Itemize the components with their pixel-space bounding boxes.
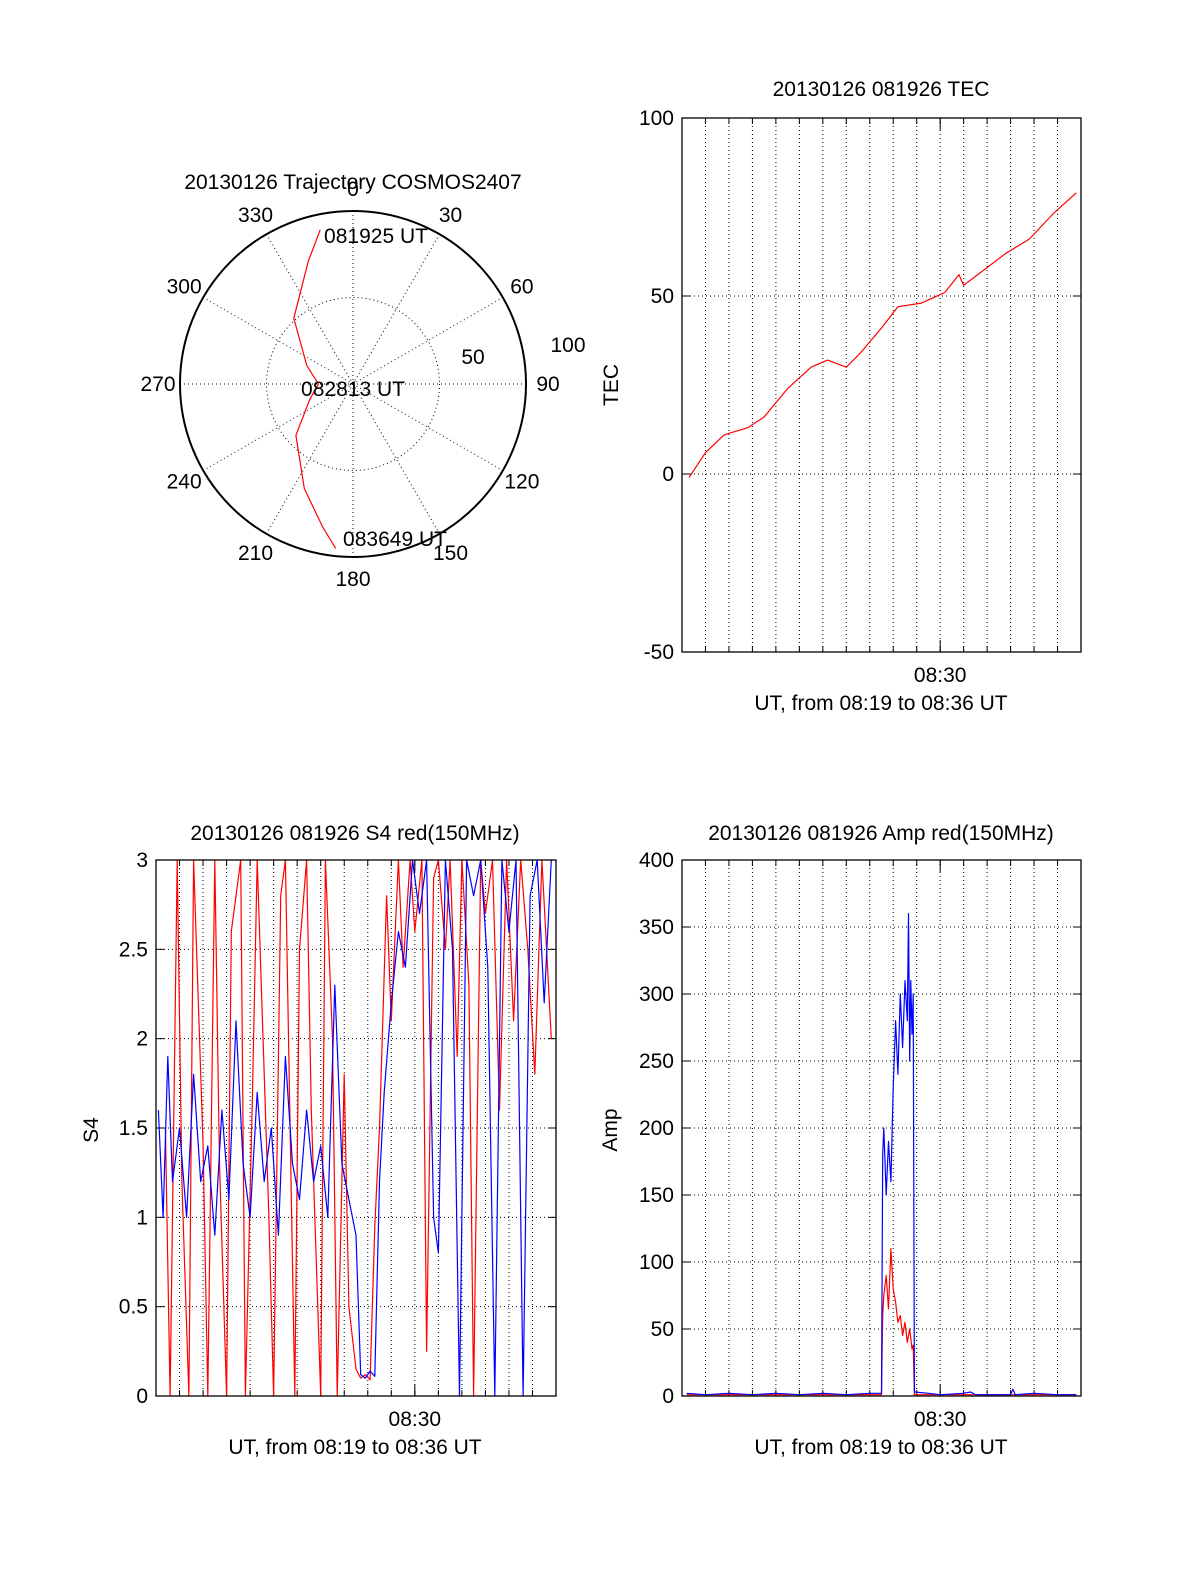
plot-frame	[681, 859, 1082, 1397]
polar-angle-label: 300	[167, 276, 202, 299]
x-tick-label: 08:30	[914, 1408, 967, 1431]
y-tick-label: -50	[644, 641, 674, 664]
plot-frame	[681, 117, 1082, 653]
amp-title: 20130126 081926 Amp red(150MHz)	[708, 822, 1054, 845]
polar-angle-label: 90	[536, 373, 559, 396]
series-line-0	[688, 192, 1077, 478]
x-tick-label: 08:30	[389, 1408, 442, 1431]
s4-xlabel: UT, from 08:19 to 08:36 UT	[228, 1436, 481, 1459]
y-tick-label: 1	[136, 1206, 148, 1229]
polar-angle-label: 60	[510, 276, 533, 299]
amp-panel: 20130126 081926 Amp red(150MHz) UT, from…	[599, 822, 1082, 1459]
polar-spoke	[352, 233, 440, 385]
trajectory-time-label: 083649 UT	[343, 528, 447, 551]
y-tick-label: 100	[639, 1251, 674, 1274]
y-tick-label: 50	[651, 285, 674, 308]
polar-radius-label: 100	[550, 334, 585, 357]
y-tick-label: 400	[639, 849, 674, 872]
y-tick-label: 150	[639, 1184, 674, 1207]
trajectory-time-label: 081925 UT	[324, 225, 428, 248]
polar-angle-label: 210	[238, 542, 273, 565]
y-tick-label: 0	[662, 463, 674, 486]
polar-angle-label: 30	[439, 204, 462, 227]
polar-inner-circle	[266, 297, 440, 471]
y-tick-label: 200	[639, 1117, 674, 1140]
tec-xlabel: UT, from 08:19 to 08:36 UT	[754, 692, 1007, 715]
y-tick-label: 250	[639, 1050, 674, 1073]
series-line-0	[164, 859, 552, 1397]
amp-ylabel: Amp	[599, 1108, 622, 1151]
trajectory-line	[293, 229, 337, 549]
y-tick-label: 3	[136, 849, 148, 872]
series-line-1	[686, 912, 1077, 1396]
tec-ylabel: TEC	[600, 364, 623, 406]
polar-angle-label: 150	[433, 542, 468, 565]
polar-spoke	[352, 383, 440, 535]
polar-angle-label: 0	[347, 178, 359, 201]
y-tick-label: 0	[662, 1385, 674, 1408]
y-tick-label: 300	[639, 983, 674, 1006]
polar-angle-label: 240	[167, 471, 202, 494]
s4-ylabel: S4	[80, 1117, 103, 1143]
y-tick-label: 0.5	[119, 1296, 148, 1319]
trajectory-time-label: 082813 UT	[301, 378, 405, 401]
polar-radius-label: 50	[461, 346, 484, 369]
tec-panel: 20130126 081926 TEC UT, from 08:19 to 08…	[600, 78, 1082, 715]
polar-angle-label: 120	[504, 471, 539, 494]
y-tick-label: 100	[639, 107, 674, 130]
polar-angle-label: 270	[140, 373, 175, 396]
polar-spoke	[352, 383, 504, 471]
polar-spoke	[266, 383, 354, 535]
y-tick-label: 1.5	[119, 1117, 148, 1140]
x-tick-label: 08:30	[914, 664, 967, 687]
polar-title: 20130126 Trajectory COSMOS2407	[184, 171, 521, 194]
y-tick-label: 50	[651, 1318, 674, 1341]
series-line-1	[157, 859, 552, 1397]
polar-spoke	[202, 297, 354, 385]
polar-spoke	[202, 383, 354, 471]
y-tick-label: 2.5	[119, 938, 148, 961]
polar-spoke	[352, 297, 504, 385]
plot-frame	[155, 859, 557, 1397]
y-tick-label: 2	[136, 1028, 148, 1051]
amp-xlabel: UT, from 08:19 to 08:36 UT	[754, 1436, 1007, 1459]
polar-angle-label: 330	[238, 204, 273, 227]
series-line-0	[686, 1247, 1077, 1396]
y-tick-label: 350	[639, 916, 674, 939]
tec-title: 20130126 081926 TEC	[773, 78, 990, 101]
y-tick-label: 0	[136, 1385, 148, 1408]
polar-angle-label: 180	[335, 568, 370, 591]
polar-trajectory-panel: 20130126 Trajectory COSMOS2407 0 30 60 90 12…	[140, 171, 585, 591]
polar-spoke	[266, 233, 354, 385]
s4-panel: 20130126 081926 S4 red(150MHz) UT, from …	[80, 822, 557, 1459]
s4-title: 20130126 081926 S4 red(150MHz)	[190, 822, 519, 845]
